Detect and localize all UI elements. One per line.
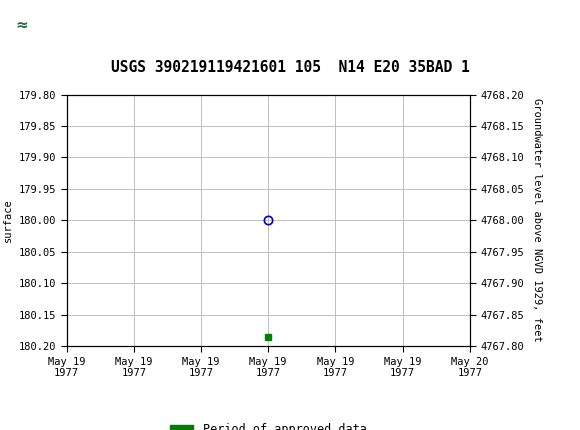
Legend: Period of approved data: Period of approved data: [165, 418, 371, 430]
Y-axis label: Depth to water level, feet below land
surface: Depth to water level, feet below land su…: [0, 105, 13, 336]
Text: ≈: ≈: [16, 18, 28, 33]
Bar: [7, 6, 39, 44]
Text: USGS: USGS: [49, 16, 104, 34]
Y-axis label: Groundwater level above NGVD 1929, feet: Groundwater level above NGVD 1929, feet: [532, 98, 542, 342]
Text: USGS 390219119421601 105  N14 E20 35BAD 1: USGS 390219119421601 105 N14 E20 35BAD 1: [111, 61, 469, 76]
